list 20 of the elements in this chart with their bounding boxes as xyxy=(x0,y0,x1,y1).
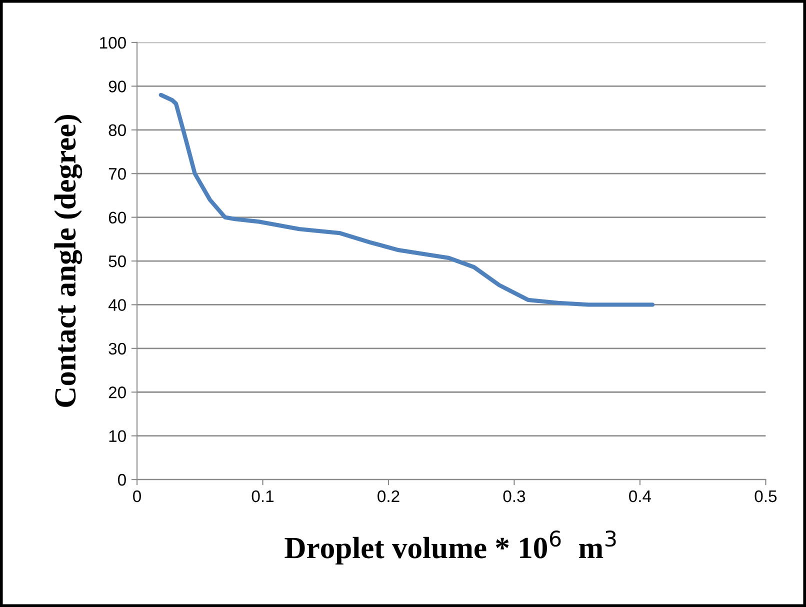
y-tick-label: 70 xyxy=(108,168,126,180)
y-tick-label: 50 xyxy=(108,255,126,268)
x-axis-title: Droplet volume * 10$^{6}$ m$^{3}$ xyxy=(284,530,616,565)
x-tick-label: 0.2 xyxy=(378,490,400,502)
y-tick-label: 30 xyxy=(108,342,126,355)
y-tick-label: 10 xyxy=(109,430,126,442)
x-tick-label: 0 xyxy=(133,490,142,502)
y-tick-label: 40 xyxy=(108,299,126,311)
x-tick-label: 0.1 xyxy=(252,490,274,502)
x-tick-label: 0.5 xyxy=(754,490,777,502)
x-tick-label: 0.3 xyxy=(503,490,526,502)
y-tick-label: 100 xyxy=(100,36,126,49)
y-tick-label: 20 xyxy=(108,386,126,398)
y-tick-label: 0 xyxy=(118,474,126,486)
y-tick-label: 90 xyxy=(108,80,126,92)
line-series xyxy=(158,92,655,307)
y-tick-label: 80 xyxy=(108,124,126,136)
y-tick-label: 60 xyxy=(108,212,126,224)
x-tick-label: 0.4 xyxy=(629,490,652,502)
y-axis-title: Contact angle (degree) xyxy=(54,114,82,407)
